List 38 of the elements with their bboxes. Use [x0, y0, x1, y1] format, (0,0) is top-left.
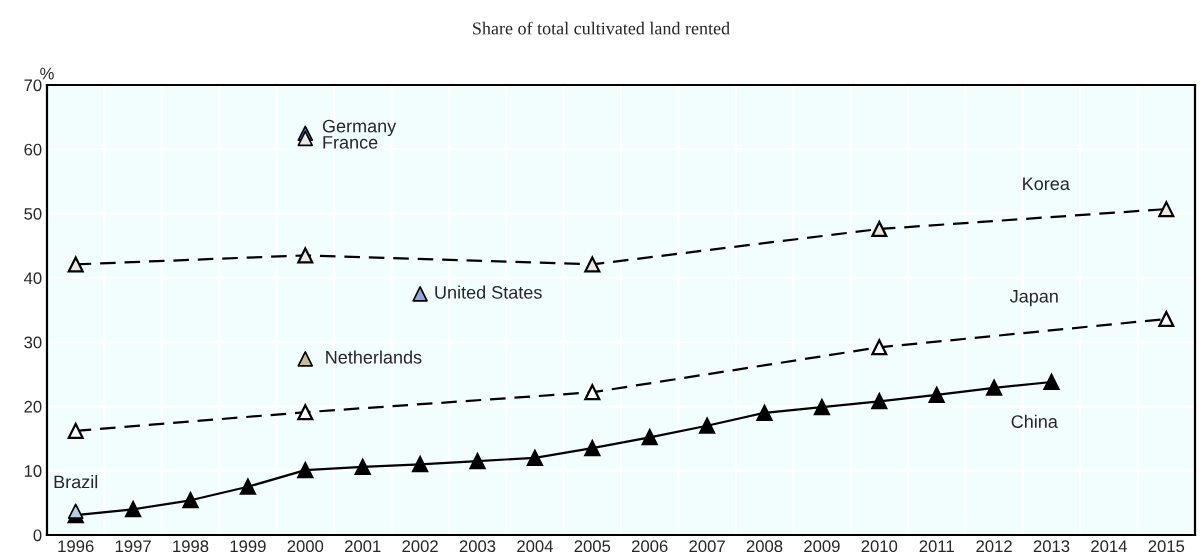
x-tick-label: 1996	[58, 540, 94, 553]
y-tick-label: 30	[24, 336, 42, 349]
y-tick-label: 0	[33, 529, 42, 542]
x-tick-label: 2005	[574, 540, 611, 553]
x-tick-label: 2013	[1033, 540, 1070, 553]
series-label: Netherlands	[326, 350, 422, 364]
x-tick-label: 2012	[976, 540, 1012, 553]
x-tick-label: 2001	[345, 540, 381, 553]
x-tick-label: 1997	[115, 540, 151, 553]
x-tick-label: 2008	[746, 540, 783, 553]
y-tick-label: 40	[23, 272, 42, 285]
x-tick-label: 2011	[919, 540, 954, 553]
y-tick-label: 70	[24, 79, 42, 92]
series-label: United States	[435, 285, 542, 299]
x-tick-label: 2002	[402, 540, 438, 553]
y-tick-label: 50	[24, 207, 42, 220]
series-label: Brazil	[54, 475, 98, 489]
x-tick-label: 2010	[861, 540, 898, 553]
y-tick-label: 10	[24, 465, 42, 477]
x-tick-label: 2006	[632, 540, 668, 553]
x-tick-label: 1999	[230, 540, 266, 553]
x-tick-label: 2009	[804, 540, 840, 553]
x-tick-label: 1998	[173, 540, 209, 553]
series-label: Germany	[322, 119, 397, 137]
x-tick-label: 2000	[287, 540, 324, 553]
x-tick-label: 2003	[459, 540, 496, 553]
y-tick-label: 20	[24, 400, 42, 413]
y-axis-title: %	[40, 67, 54, 80]
series-label: Japan	[1009, 290, 1058, 307]
x-tick-label: 2007	[689, 540, 725, 553]
chart-title: Share of total cultivated land rented	[473, 21, 730, 35]
series-label: France	[323, 136, 378, 149]
x-tick-label: 2004	[517, 540, 553, 553]
y-tick-label: 60	[24, 143, 42, 156]
x-tick-label: 2015	[1148, 540, 1185, 553]
series-label: Korea	[1023, 177, 1070, 191]
series-label: China	[1011, 414, 1058, 428]
x-tick-label: 2014	[1091, 540, 1127, 553]
